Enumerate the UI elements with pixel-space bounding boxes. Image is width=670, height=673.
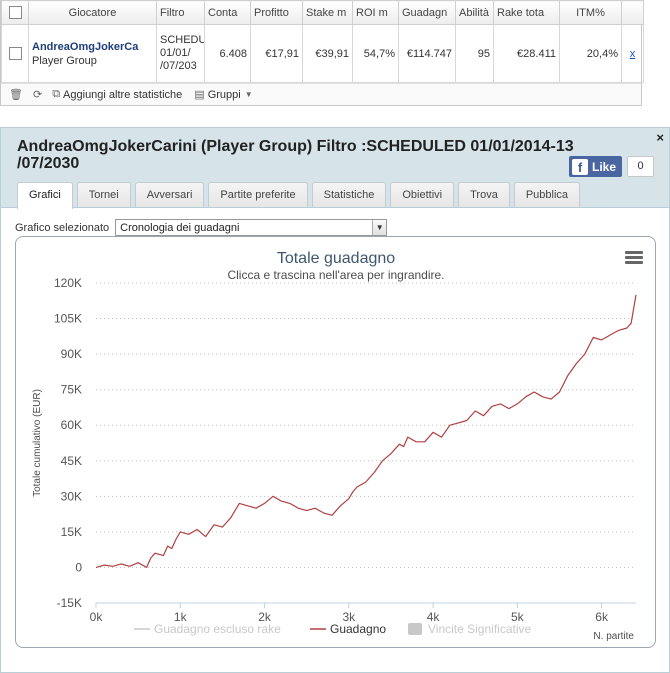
filter-line-3: /07/203: [160, 60, 197, 72]
table-row: AndreaOmgJokerCa Player Group SCHEDU 01/…: [1, 24, 644, 83]
add-stats-label: Aggiungi altre statistiche: [63, 88, 183, 101]
refresh-icon[interactable]: ⟳: [32, 89, 43, 101]
remove-link[interactable]: x: [629, 47, 636, 60]
dialog-title: AndreaOmgJokerCarini (Player Group) Filt…: [17, 138, 574, 172]
filter-cell: SCHEDU 01/01/ /07/203: [156, 24, 205, 83]
select-all-checkbox[interactable]: [8, 6, 22, 19]
x-tick-label: 2k: [258, 610, 272, 624]
facebook-like-button[interactable]: f Like: [569, 156, 622, 177]
chart-select-value: Cronologia dei guadagni: [120, 221, 240, 234]
x-tick-label: 1k: [174, 610, 188, 624]
roi-cell: 54,7%: [352, 24, 399, 83]
trash-icon[interactable]: 🗑: [9, 89, 23, 101]
chart-select-label: Grafico selezionato: [15, 221, 110, 234]
x-tick-label: 6k: [595, 610, 609, 624]
chart-title: Totale guadagno: [277, 250, 395, 267]
header-filter[interactable]: Filtro: [156, 0, 205, 25]
header-itm[interactable]: ITM%: [559, 0, 622, 25]
y-tick-label: 105K: [54, 312, 82, 326]
stats-table: Giocatore Filtro Conta Profitto Stake m …: [1, 0, 644, 83]
groups-label: Gruppi: [207, 88, 241, 101]
tab-tornei[interactable]: Tornei: [76, 182, 131, 207]
series-line-guadagno: [95, 294, 637, 568]
player-details-dialog: AndreaOmgJokerCarini (Player Group) Filt…: [0, 127, 670, 673]
player-cell: AndreaOmgJokerCa Player Group: [28, 24, 157, 83]
header-roi[interactable]: ROI m: [352, 0, 399, 25]
groups-dropdown[interactable]: ▤ Gruppi ▼: [194, 88, 253, 102]
legend-item: Guadagno: [330, 622, 386, 636]
close-icon[interactable]: ×: [656, 130, 664, 145]
y-tick-label: 30K: [61, 489, 82, 503]
facebook-like-label: Like: [592, 159, 617, 174]
profit-cell: €17,91: [250, 24, 303, 83]
groups-icon: ▤: [194, 89, 205, 101]
y-tick-label: 90K: [61, 347, 82, 361]
chart-subtitle: Clicca e trascina nell'area per ingrandi…: [227, 268, 444, 282]
facebook-icon: f: [572, 158, 588, 175]
player-name-link[interactable]: AndreaOmgJokerCa: [32, 40, 139, 53]
x-tick-label: 4k: [427, 610, 441, 624]
rake-cell: €28.411: [493, 24, 560, 83]
legend-item: Vincite Significative: [428, 622, 531, 636]
tab-pubblica[interactable]: Pubblica: [513, 182, 581, 207]
x-tick-label: 5k: [511, 610, 525, 624]
chevron-down-icon: ▼: [244, 90, 253, 99]
itm-cell: 20,4%: [559, 24, 622, 83]
legend-swatch: [408, 623, 422, 635]
chart-container[interactable]: Totale guadagno Clicca e trascina nell'ar…: [15, 236, 656, 648]
header-profit[interactable]: Profitto: [250, 0, 303, 25]
y-tick-label: 60K: [61, 418, 82, 432]
remove-cell: x: [621, 24, 644, 83]
header-actions: [621, 0, 644, 25]
filter-line-2: 01/01/: [160, 47, 191, 59]
y-tick-label: 0: [75, 560, 82, 574]
count-cell: 6.408: [204, 24, 251, 83]
y-tick-label: -15K: [57, 596, 82, 610]
table-header-row: Giocatore Filtro Conta Profitto Stake m …: [1, 0, 644, 25]
header-count[interactable]: Conta: [204, 0, 251, 25]
chart-select[interactable]: Cronologia dei guadagni ▼: [115, 219, 388, 236]
dialog-tabs: Grafici Tornei Avversari Partite preferi…: [17, 182, 584, 209]
row-checkbox[interactable]: [8, 47, 22, 60]
y-tick-label: 75K: [61, 383, 82, 397]
tab-grafici[interactable]: Grafici: [17, 182, 73, 209]
stake-cell: €39,91: [302, 24, 353, 83]
header-ability[interactable]: Abilità: [455, 0, 494, 25]
y-tick-label: 120K: [54, 276, 82, 290]
tab-trova[interactable]: Trova: [458, 182, 510, 207]
header-rake[interactable]: Rake tota: [493, 0, 560, 25]
y-axis-label: Totale cumulativo (EUR): [32, 389, 43, 497]
facebook-like-count: 0: [627, 156, 654, 177]
player-group-label: Player Group: [32, 54, 97, 67]
x-tick-label: 3k: [342, 610, 356, 624]
y-tick-label: 45K: [61, 454, 82, 468]
header-earnings[interactable]: Guadagn: [398, 0, 456, 25]
y-tick-label: 15K: [61, 525, 82, 539]
tab-avversari[interactable]: Avversari: [134, 182, 205, 207]
header-stake[interactable]: Stake m: [302, 0, 353, 25]
header-select-all[interactable]: [1, 0, 29, 25]
chevron-down-icon: ▼: [372, 220, 387, 235]
add-stats-button[interactable]: ⧉ Aggiungi altre statistiche: [52, 88, 182, 101]
tab-statistiche[interactable]: Statistiche: [311, 182, 387, 207]
chart-selector-row: Grafico selezionato Cronologia dei guada…: [15, 219, 388, 236]
header-player[interactable]: Giocatore: [28, 0, 157, 25]
x-tick-label: 0k: [90, 610, 104, 624]
add-stats-icon: ⧉: [52, 88, 61, 100]
legend-item: Guadagno escluso rake: [154, 622, 281, 636]
x-axis-label: N. partite: [593, 631, 634, 642]
earnings-cell: €114.747: [398, 24, 456, 83]
chart-menu-icon[interactable]: [625, 251, 643, 265]
filter-line-1: SCHEDU: [160, 34, 205, 46]
tab-obiettivi[interactable]: Obiettivi: [390, 182, 455, 207]
dialog-header: AndreaOmgJokerCarini (Player Group) Filt…: [1, 128, 669, 209]
table-toolbar: 🗑 ⟳ ⧉ Aggiungi altre statistiche ▤ Grupp…: [1, 83, 641, 105]
tab-partite-preferite[interactable]: Partite preferite: [208, 182, 308, 207]
stats-table-panel: Giocatore Filtro Conta Profitto Stake m …: [0, 0, 644, 106]
ability-cell: 95: [455, 24, 494, 83]
row-select-cell[interactable]: [1, 24, 29, 83]
